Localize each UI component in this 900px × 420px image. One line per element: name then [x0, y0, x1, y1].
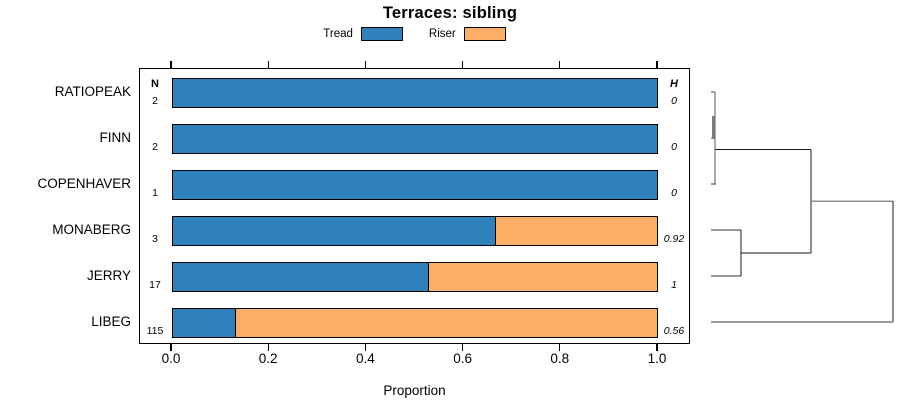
h-value: 0.92 — [663, 233, 685, 245]
x-tick-label: 0.4 — [356, 351, 375, 366]
n-value: 1 — [152, 187, 158, 199]
n-column-header: N — [151, 78, 159, 90]
legend-label-riser: Riser — [428, 28, 456, 40]
n-value: 3 — [152, 233, 158, 245]
tread-segment — [173, 125, 657, 153]
chart-title: Terraces: sibling — [382, 4, 518, 22]
x-tick-bottom — [170, 344, 172, 351]
n-value: 2 — [152, 95, 158, 107]
bar-row-jerry — [172, 262, 658, 292]
x-tick-label: 0.2 — [258, 351, 278, 366]
category-label-finn: FINN — [99, 129, 132, 145]
x-tick-bottom — [267, 344, 269, 351]
x-tick-label: 1.0 — [647, 351, 667, 366]
plot-area: N H 2 0 2 0 1 0 3 0.92 17 1 115 0.56 — [139, 68, 690, 344]
h-value: 0 — [671, 141, 677, 153]
x-tick-top — [364, 61, 366, 68]
bar-row-libeg — [172, 308, 658, 338]
x-tick-top — [559, 61, 561, 68]
bar-row-monaberg — [172, 216, 658, 246]
x-tick-top — [267, 61, 269, 68]
x-tick-top — [656, 61, 658, 68]
x-tick-bottom — [462, 344, 464, 351]
n-value: 115 — [146, 325, 164, 337]
legend: Tread Riser — [139, 25, 690, 43]
category-label-ratiopeak: RATIOPEAK — [54, 83, 131, 99]
tread-segment — [173, 79, 657, 107]
bar-row-finn — [172, 124, 658, 154]
riser-segment — [235, 309, 657, 337]
tread-segment — [173, 263, 430, 291]
legend-swatch-tread — [360, 27, 403, 41]
legend-item-tread: Tread — [323, 27, 403, 41]
n-value: 17 — [149, 279, 161, 291]
x-tick-bottom — [559, 344, 561, 351]
x-tick-bottom — [364, 344, 366, 351]
h-value: 0.56 — [663, 325, 685, 337]
category-label-monaberg: MONABERG — [52, 221, 131, 237]
legend-label-tread: Tread — [323, 28, 353, 40]
riser-segment — [495, 217, 657, 245]
tread-segment — [173, 171, 657, 199]
x-tick-bottom — [656, 344, 658, 351]
x-tick-top — [170, 61, 172, 68]
bar-row-ratiopeak — [172, 78, 658, 108]
x-tick-label: 0.6 — [453, 351, 472, 366]
n-value: 2 — [152, 141, 158, 153]
h-value: 0 — [671, 95, 677, 107]
category-label-libeg: LIBEG — [91, 313, 131, 329]
riser-segment — [429, 263, 657, 291]
category-label-copenhaver: COPENHAVER — [37, 175, 131, 191]
bar-row-copenhaver — [172, 170, 658, 200]
h-value: 1 — [671, 279, 677, 291]
tread-segment — [173, 217, 496, 245]
x-tick-label: 0.8 — [550, 351, 570, 366]
legend-item-riser: Riser — [429, 27, 506, 41]
tread-segment — [173, 309, 236, 337]
h-value: 0 — [671, 187, 677, 199]
category-label-jerry: JERRY — [86, 267, 131, 283]
x-tick-top — [462, 61, 464, 68]
x-axis-title: Proportion — [383, 383, 446, 398]
x-tick-label: 0.0 — [161, 351, 181, 366]
legend-swatch-riser — [463, 27, 506, 41]
h-column-header: H — [670, 78, 678, 90]
